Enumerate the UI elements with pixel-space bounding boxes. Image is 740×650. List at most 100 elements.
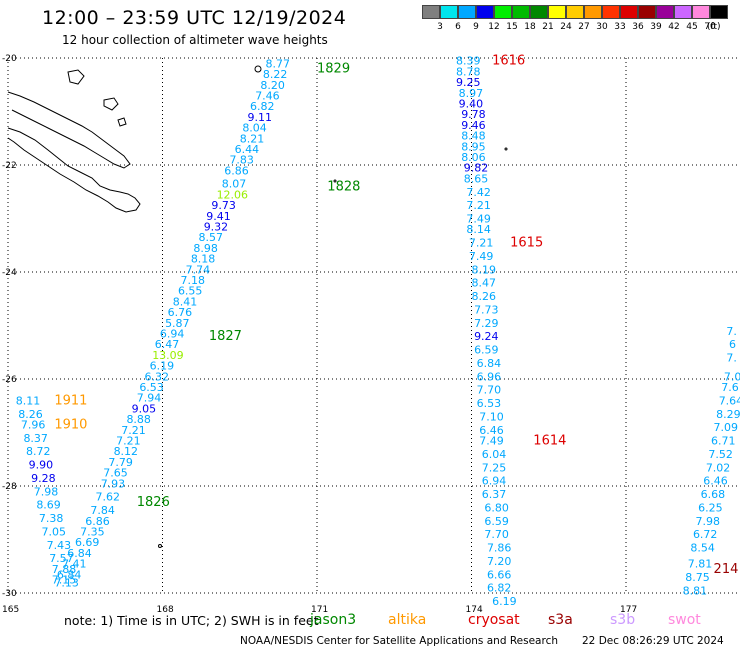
swh-value: 7.98 (34, 485, 59, 498)
legend-label: 45 (686, 22, 698, 32)
swh-value: 7.38 (39, 512, 64, 525)
swh-value: 6.25 (698, 501, 723, 514)
swh-value: 6.59 (484, 515, 509, 528)
pass-time-label: 1910 (54, 417, 87, 432)
loyalty-islands (67, 69, 127, 127)
swh-value: 7.42 (466, 186, 491, 199)
swh-value: 7.13 (54, 576, 79, 589)
satellite-label: jason3 (310, 612, 357, 628)
chart-subtitle: 12 hour collection of altimeter wave hei… (62, 33, 328, 47)
legend-swatch (494, 5, 512, 19)
swh-value: 8.39 (456, 55, 481, 68)
swh-value: 7.79 (108, 456, 133, 469)
swh-value: 6.86 (224, 164, 249, 177)
swh-value: 8.81 (683, 584, 708, 597)
legend-label: 3 (437, 22, 443, 32)
swh-value: 6.19 (492, 595, 516, 608)
lon-label: 177 (620, 605, 637, 615)
swh-value: 7.05 (41, 525, 66, 538)
swh-value: 9.40 (459, 97, 484, 110)
swh-value: 8.57 (199, 231, 224, 244)
pass-time-label: 1828 (327, 179, 360, 194)
swh-value: 7.65 (103, 467, 128, 480)
legend-swatch (638, 5, 656, 19)
legend-swatch (710, 5, 728, 19)
legend-swatch (422, 5, 440, 19)
satellite-label: cryosat (468, 612, 520, 628)
lon-label: 171 (311, 605, 328, 615)
swh-value: 8.88 (126, 413, 151, 426)
swh-value: 7.21 (116, 435, 140, 448)
swh-value: 7.49 (469, 250, 494, 263)
swh-value: 6.53 (477, 397, 502, 410)
legend-label: 12 (488, 22, 500, 32)
swh-value: 8.41 (173, 295, 198, 308)
swh-value: 9.05 (132, 402, 157, 415)
legend-swatch (512, 5, 530, 19)
swh-value: 9.73 (211, 199, 236, 212)
swh-value: 8.14 (466, 223, 491, 236)
swh-value: 7.09 (714, 421, 739, 434)
swh-value: 9.32 (204, 221, 229, 234)
satellite-label: s3a (548, 612, 573, 628)
swh-value: 8.06 (461, 151, 486, 164)
swh-value: 6.32 (144, 370, 169, 383)
pass-time-label: 214 (714, 562, 739, 577)
lon-label: 168 (157, 605, 174, 615)
pass-time-label: 1615 (510, 236, 543, 251)
swh-value: 8.48 (461, 130, 486, 143)
swh-value: 7.49 (479, 435, 504, 448)
swh-value: 7.29 (474, 317, 499, 330)
swh-value: 7.70 (477, 384, 502, 397)
swh-value: 6.84 (477, 357, 502, 370)
lat-label: -20 (2, 54, 17, 64)
swh-value: 7.18 (181, 274, 206, 287)
swh-value: 6.94 (482, 475, 507, 488)
satellite-label: swot (668, 612, 701, 628)
swh-value: 8.22 (263, 68, 288, 81)
swh-value: 7.86 (487, 542, 512, 555)
swh-value: 7. (726, 352, 737, 365)
chart-title: 12:00 – 23:59 UTC 12/19/2024 (42, 7, 347, 29)
swh-value: 7.21 (121, 424, 146, 437)
lat-label: -28 (2, 482, 17, 492)
swh-value: 8.21 (240, 132, 265, 145)
swh-value: 7. (726, 325, 737, 338)
swh-value: 6.53 (139, 381, 164, 394)
swh-value: 7.98 (696, 515, 721, 528)
swh-value: 9.24 (474, 330, 499, 343)
new-caledonia-coast (7, 127, 141, 213)
swh-value: 9.46 (461, 119, 486, 132)
legend-swatch (566, 5, 584, 19)
swh-value: 6.76 (168, 306, 193, 319)
swh-value: 8.04 (242, 122, 267, 135)
satellite-label: altika (388, 612, 427, 628)
swh-value: 8.26 (472, 290, 497, 303)
lat-label: -26 (2, 375, 17, 385)
swh-value: 8.97 (459, 87, 484, 100)
swh-value: 8.98 (193, 242, 218, 255)
swh-value: 8.95 (461, 140, 486, 153)
swh-value: 8.29 (716, 408, 740, 421)
legend-label: 33 (614, 22, 626, 32)
lon-label: 165 (2, 605, 19, 615)
legend-label: 18 (524, 22, 536, 32)
swh-value: 7.84 (90, 504, 115, 517)
swh-value: 7.6 (721, 381, 739, 394)
pass-time-label: 1614 (533, 434, 566, 449)
swh-value: 8.07 (222, 178, 247, 191)
swh-value: 7.15 (52, 574, 77, 587)
swh-value: 6.44 (235, 143, 260, 156)
time-labels: 1829 1828 1827 1826 1911 1910 1616 1615 1614 214 (54, 54, 738, 577)
small-island (158, 544, 162, 548)
swh-value: 7.02 (706, 461, 731, 474)
swh-value: 7.21 (469, 237, 494, 250)
swh-value: 6.86 (85, 515, 110, 528)
legend-swatch (548, 5, 566, 19)
lon-label: 174 (466, 605, 483, 615)
swh-value: 13.09 (152, 349, 184, 362)
legend-label: 6 (455, 22, 461, 32)
swh-value: 6.80 (484, 501, 509, 514)
swh-value: 12.06 (217, 188, 249, 201)
